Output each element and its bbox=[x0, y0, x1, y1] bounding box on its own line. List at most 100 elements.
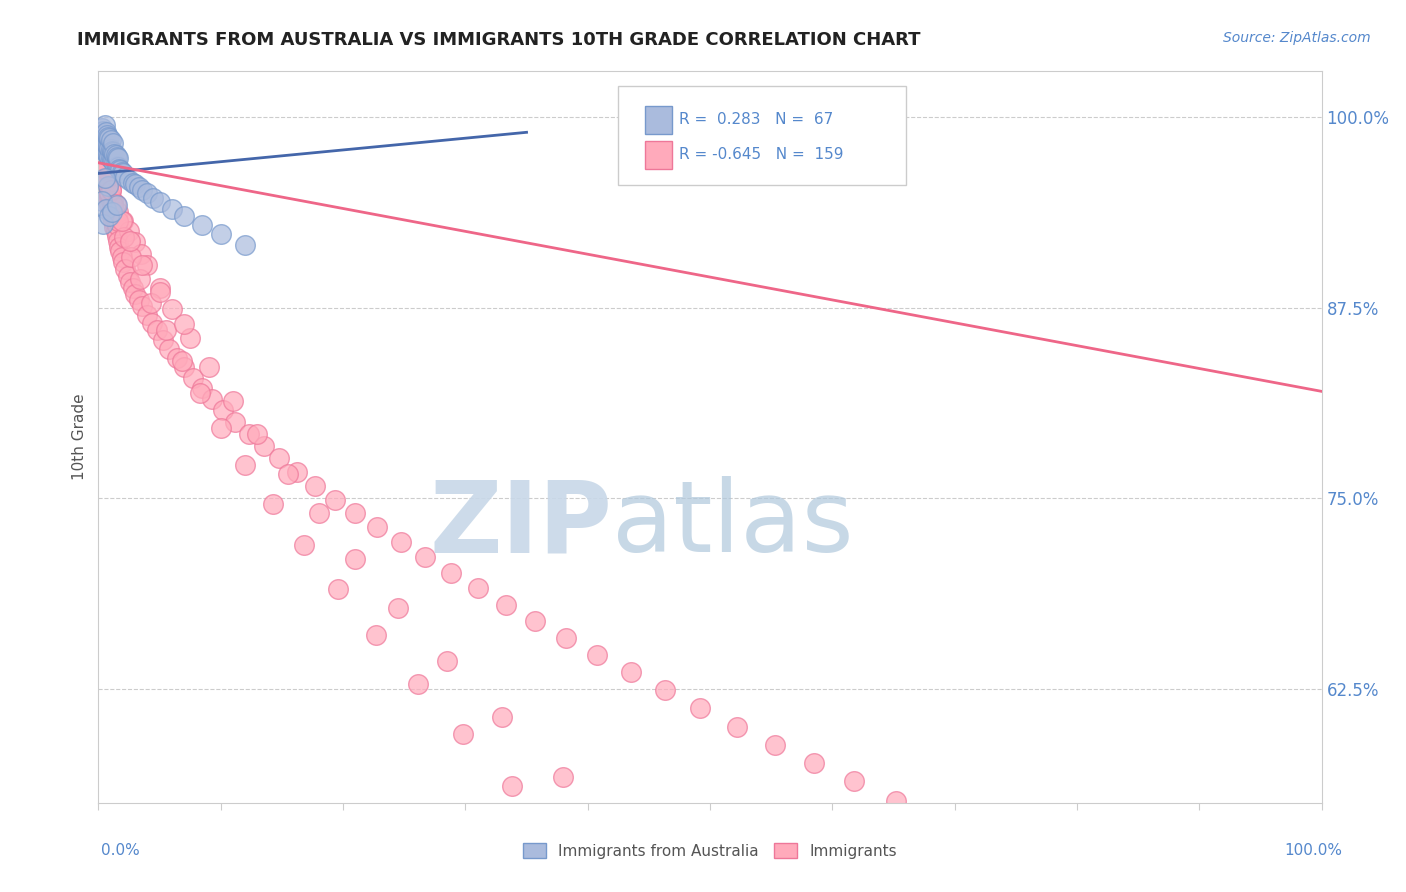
Point bbox=[97, 139, 120, 153]
Point bbox=[97, 194, 120, 208]
Point bbox=[803, 756, 825, 771]
Point bbox=[105, 159, 128, 173]
Point bbox=[97, 129, 120, 144]
Point bbox=[884, 794, 907, 808]
Point bbox=[94, 125, 117, 139]
Text: 100.0%: 100.0% bbox=[1285, 843, 1343, 858]
Point bbox=[170, 354, 193, 368]
Point bbox=[101, 204, 124, 219]
Point bbox=[103, 219, 125, 234]
Point bbox=[209, 421, 232, 435]
Point bbox=[112, 230, 135, 244]
Point bbox=[93, 136, 115, 150]
Point bbox=[553, 834, 575, 848]
Point bbox=[120, 275, 142, 289]
Point bbox=[104, 148, 127, 162]
Point bbox=[98, 131, 121, 145]
Point bbox=[91, 166, 114, 180]
Point bbox=[96, 128, 118, 143]
Point bbox=[93, 118, 115, 132]
Point bbox=[91, 148, 114, 162]
Point bbox=[94, 171, 117, 186]
Point bbox=[91, 124, 114, 138]
Point bbox=[121, 281, 143, 295]
Point bbox=[389, 535, 412, 549]
Point bbox=[553, 770, 575, 784]
Point bbox=[103, 209, 125, 223]
Point bbox=[107, 204, 129, 219]
Point bbox=[100, 133, 122, 147]
Point bbox=[224, 415, 246, 429]
Point bbox=[155, 323, 177, 337]
Point bbox=[93, 178, 115, 193]
Point bbox=[128, 180, 150, 194]
Point bbox=[103, 146, 125, 161]
Point bbox=[139, 296, 162, 310]
Point bbox=[121, 176, 143, 190]
Point bbox=[89, 156, 111, 170]
Point bbox=[101, 198, 124, 212]
Point bbox=[501, 779, 523, 793]
Point bbox=[101, 213, 124, 227]
Point bbox=[152, 333, 174, 347]
Point bbox=[108, 239, 131, 253]
Text: R =  0.283   N =  67: R = 0.283 N = 67 bbox=[679, 112, 834, 128]
Point bbox=[413, 550, 436, 565]
Point bbox=[105, 228, 128, 243]
Point bbox=[98, 150, 121, 164]
Point bbox=[101, 209, 124, 223]
Point bbox=[100, 194, 122, 208]
Point bbox=[105, 219, 128, 233]
Point bbox=[91, 156, 114, 170]
Text: R = -0.645   N =  159: R = -0.645 N = 159 bbox=[679, 147, 844, 162]
Point bbox=[91, 174, 114, 188]
Point bbox=[160, 202, 183, 216]
Point bbox=[136, 308, 159, 322]
Point bbox=[763, 738, 786, 752]
Point bbox=[111, 213, 134, 227]
Point bbox=[222, 393, 245, 408]
Point bbox=[246, 427, 269, 442]
Point bbox=[111, 166, 134, 180]
Point bbox=[101, 194, 124, 208]
Point bbox=[554, 632, 576, 646]
Point bbox=[149, 281, 172, 295]
Point bbox=[97, 178, 120, 193]
Point bbox=[90, 153, 112, 167]
Point bbox=[91, 135, 114, 149]
Point bbox=[344, 506, 367, 520]
Point bbox=[111, 165, 134, 179]
Point bbox=[111, 255, 134, 269]
Point bbox=[146, 323, 169, 337]
Point bbox=[120, 250, 142, 264]
Point bbox=[97, 183, 120, 197]
Point bbox=[136, 258, 159, 272]
Point bbox=[91, 137, 114, 152]
Point bbox=[100, 142, 122, 156]
Point bbox=[93, 144, 115, 158]
Y-axis label: 10th Grade: 10th Grade bbox=[72, 393, 87, 481]
Point bbox=[928, 814, 950, 828]
Point bbox=[94, 174, 117, 188]
Point bbox=[100, 204, 122, 219]
Point bbox=[191, 219, 214, 233]
Point bbox=[1063, 873, 1085, 888]
Point bbox=[406, 677, 429, 691]
Point bbox=[972, 834, 994, 848]
Point bbox=[105, 198, 128, 212]
Point bbox=[328, 582, 350, 597]
Text: IMMIGRANTS FROM AUSTRALIA VS IMMIGRANTS 10TH GRADE CORRELATION CHART: IMMIGRANTS FROM AUSTRALIA VS IMMIGRANTS … bbox=[77, 31, 921, 49]
Point bbox=[609, 890, 631, 892]
Point bbox=[201, 392, 224, 406]
Point bbox=[124, 235, 146, 249]
Point bbox=[725, 720, 748, 734]
Point bbox=[467, 581, 489, 595]
Point bbox=[191, 381, 214, 395]
Point bbox=[114, 262, 136, 277]
FancyBboxPatch shape bbox=[645, 106, 672, 134]
Point bbox=[436, 654, 458, 668]
Point bbox=[105, 150, 128, 164]
Point bbox=[129, 271, 152, 285]
Point bbox=[98, 198, 121, 212]
Point bbox=[100, 151, 122, 165]
